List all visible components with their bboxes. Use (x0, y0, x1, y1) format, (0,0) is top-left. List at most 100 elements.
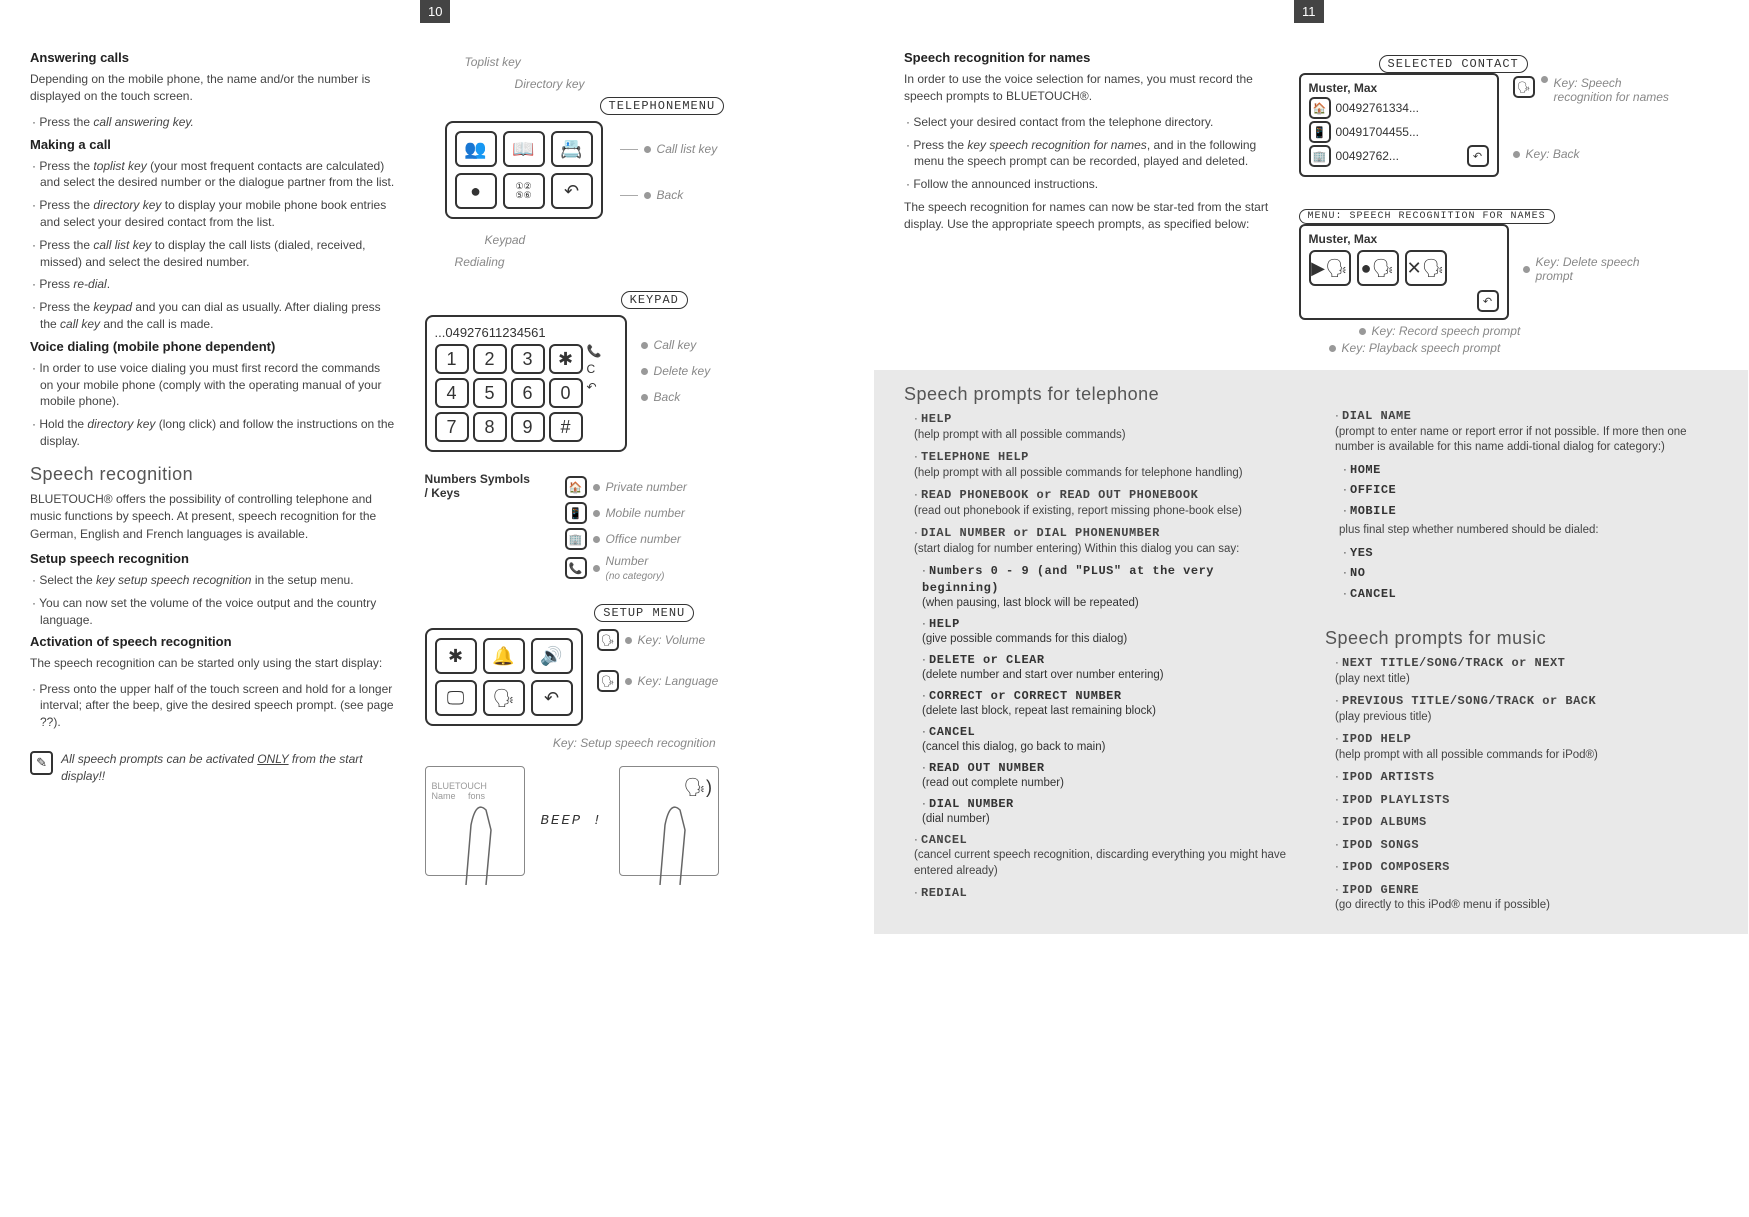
label-office: Office number (606, 532, 681, 546)
selcontact-title: SELECTED CONTACT (1379, 55, 1528, 73)
m-artists: IPOD ARTISTS (1342, 770, 1434, 784)
key-6: 6 (511, 378, 545, 408)
key-1: 1 (435, 344, 469, 374)
label-play: Key: Playback speech prompt (1342, 341, 1501, 355)
note-text: All speech prompts can be activated ONLY… (61, 751, 394, 786)
m-albums: IPOD ALBUMS (1342, 815, 1427, 829)
sn-b1: Select your desired contact from the tel… (904, 114, 1269, 131)
keypad-box: ...04927611234561 123✱ 4560 789# 📞 C (425, 315, 627, 452)
p-ddel-s: (delete number and start over number ent… (922, 669, 1164, 681)
p-readpb: READ PHONEBOOK or READ OUT PHONEBOOK (921, 488, 1198, 502)
office-icon-2: 🏢 (1309, 145, 1331, 167)
speechrec-intro: BLUETOUCH® offers the possibility of con… (30, 491, 395, 543)
making-b1: Press the toplist key (your most frequen… (30, 158, 395, 192)
p-dcorr-s: (delete last block, repeat last remainin… (922, 705, 1156, 717)
p-readpb-s: (read out phonebook if existing, report … (914, 505, 1242, 517)
label-rec: Key: Record speech prompt (1372, 324, 1521, 338)
key-8: 8 (473, 412, 507, 442)
keypad-title: KEYPAD (621, 291, 688, 309)
touchscreen-2: 🗣) (619, 766, 719, 876)
display-icon: 🖵 (435, 680, 477, 716)
telmenu-title: TELEPHONEMENU (600, 97, 725, 115)
p-cancel-s: (cancel current speech recognition, disc… (914, 849, 1286, 877)
lang-key-icon: 🗣 (597, 670, 619, 692)
p-dread: READ OUT NUMBER (929, 761, 1045, 775)
speechnames-title: Speech recognition for names (904, 50, 1269, 65)
p-mobile: MOBILE (1350, 504, 1396, 518)
speechrec-setup-icon: 🗣 (483, 680, 525, 716)
number-icon: 📞 (565, 557, 587, 579)
back-icon-3: ↶ (531, 680, 573, 716)
setup-b2: You can now set the volume of the voice … (30, 595, 395, 629)
p-dnums-s: (when pausing, last block will be repeat… (922, 597, 1139, 609)
making-b4: Press re-dial. (30, 276, 395, 293)
label-nocategory: Number (606, 554, 649, 568)
label-nocategory-sub: (no category) (606, 571, 665, 582)
prompts-tel-title: Speech prompts for telephone (904, 384, 1297, 405)
key-5: 5 (473, 378, 507, 408)
mobile-icon: 📱 (565, 502, 587, 524)
page-number: 10 (420, 0, 450, 23)
sn-b3: Follow the announced instructions. (904, 176, 1269, 193)
making-title: Making a call (30, 137, 395, 152)
activation-b1: Press onto the upper half of the touch s… (30, 681, 395, 731)
p-cancel: CANCEL (921, 833, 967, 847)
key-3: 3 (511, 344, 545, 374)
menusr-name: Muster, Max (1309, 232, 1499, 246)
back-key-icon-2: ↶ (587, 380, 617, 394)
answering-body: Depending on the mobile phone, the name … (30, 71, 395, 106)
p-dcancel-s: (cancel this dialog, go back to main) (922, 741, 1105, 753)
label-keyvol: Key: Volume (638, 633, 706, 647)
m-playlists: IPOD PLAYLISTS (1342, 793, 1450, 807)
label-back2: Back (654, 390, 681, 404)
back-key-icon: ↶ (551, 173, 593, 209)
p-help: HELP (921, 412, 952, 426)
bell-icon: 🔔 (483, 638, 525, 674)
contact-n1: 00492761334... (1336, 101, 1419, 115)
manual-spread: 10 Answering calls Depending on the mobi… (0, 0, 1749, 954)
m-genre-s: (go directly to this iPod® menu if possi… (1335, 899, 1550, 911)
key-7: 7 (435, 412, 469, 442)
making-b3: Press the call list key to display the c… (30, 237, 395, 271)
page-11: 11 Speech recognition for names In order… (874, 0, 1748, 954)
key-hash: # (549, 412, 583, 442)
note: ✎ All speech prompts can be activated ON… (30, 751, 395, 794)
setupmenu-box: ✱ 🔔 🔊 🖵 🗣 ↶ (425, 628, 583, 726)
p-dialname-s: (prompt to enter name or report error if… (1335, 426, 1687, 454)
p-cancel2: CANCEL (1350, 587, 1396, 601)
p-dnums: Numbers 0 - 9 (and "PLUS" at the very be… (922, 564, 1214, 595)
sr-key-icon: 🗣 (1513, 76, 1535, 98)
office-icon: 🏢 (565, 528, 587, 550)
p-dcorr: CORRECT or CORRECT NUMBER (929, 689, 1122, 703)
key-2: 2 (473, 344, 507, 374)
mobile-icon-2: 📱 (1309, 121, 1331, 143)
label-callkey: Call key (654, 338, 697, 352)
directory-key-icon: 📖 (503, 131, 545, 167)
answering-bullet: Press the call answering key. (30, 114, 395, 131)
label-directory: Directory key (515, 77, 585, 91)
contact-n3: 00492762... (1336, 149, 1399, 163)
prompts-band: Speech prompts for telephone · HELP(help… (874, 370, 1748, 934)
dial-string: ...04927611234561 (435, 325, 617, 340)
key-9: 9 (511, 412, 545, 442)
making-b2: Press the directory key to display your … (30, 197, 395, 231)
m-songs: IPOD SONGS (1342, 838, 1419, 852)
private-icon: 🏠 (565, 476, 587, 498)
p-office: OFFICE (1350, 483, 1396, 497)
p-dialnum: DIAL NUMBER or DIAL PHONENUMBER (921, 526, 1160, 540)
delete-prompt-icon: ✕🗣 (1405, 250, 1447, 286)
label-deletekey: Delete key (654, 364, 711, 378)
contact-name: Muster, Max (1309, 81, 1489, 95)
menusr-title: MENU: SPEECH RECOGNITION FOR NAMES (1299, 209, 1555, 224)
label-redial: Redialing (455, 255, 505, 269)
m-ipodhelp-s: (help prompt with all possible commands … (1335, 749, 1598, 761)
redial-key-icon: ● (455, 173, 497, 209)
back-icon-4: ↶ (1467, 145, 1489, 167)
m-next-s: (play next title) (1335, 673, 1410, 685)
sn-b2: Press the key speech recognition for nam… (904, 137, 1269, 171)
p-telhelp-s: (help prompt with all possible commands … (914, 467, 1243, 479)
page-10: 10 Answering calls Depending on the mobi… (0, 0, 874, 954)
vol-key-icon: 🗣 (597, 629, 619, 651)
p-dialnum-s: (start dialog for number entering) Withi… (914, 543, 1239, 555)
m-ipodhelp: IPOD HELP (1342, 732, 1411, 746)
